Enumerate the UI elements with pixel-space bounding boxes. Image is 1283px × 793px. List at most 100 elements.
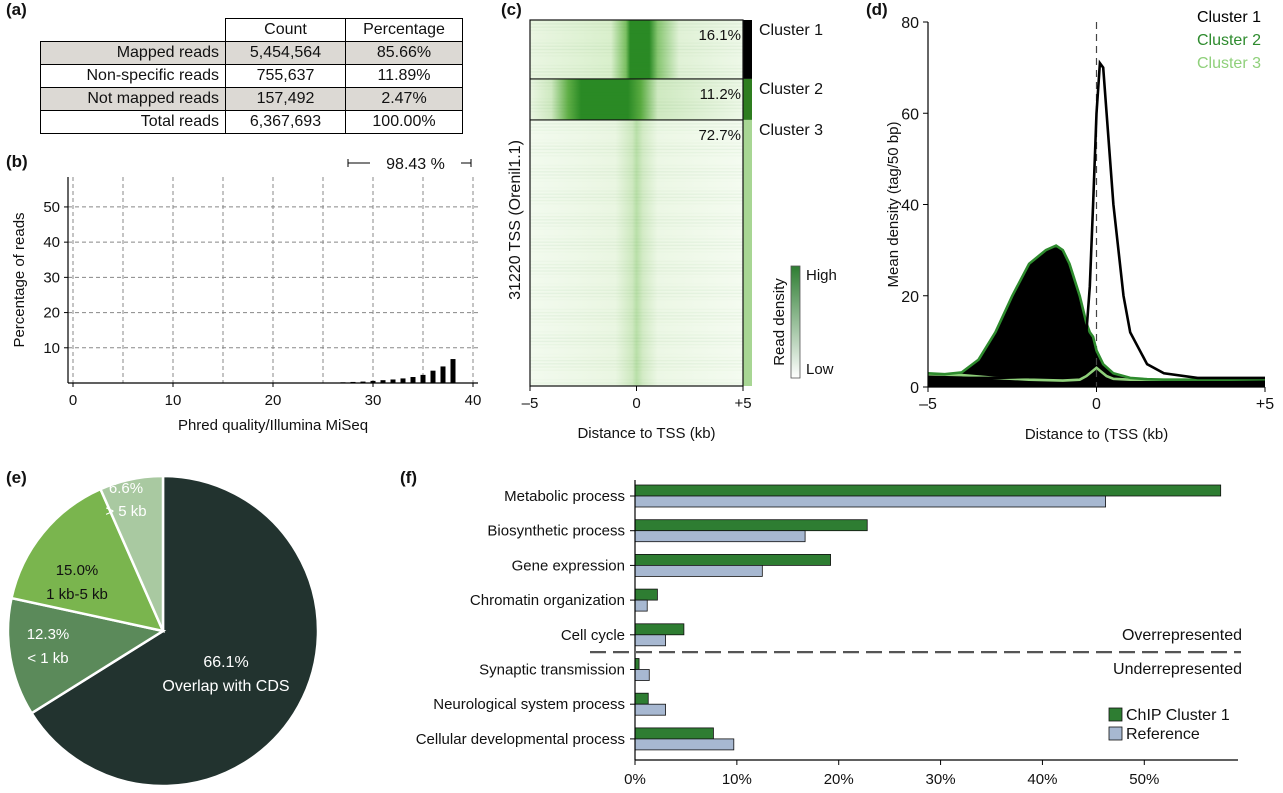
x-tick-label: 50% xyxy=(1129,771,1159,788)
heatmap-row xyxy=(530,85,743,87)
histogram-bar xyxy=(90,382,96,384)
histogram-bar xyxy=(270,382,276,384)
panel-label-e: (e) xyxy=(6,468,27,487)
cluster-percentage: 72.7% xyxy=(698,127,741,144)
heatmap-row xyxy=(530,270,743,272)
overrepresented-label: Overrepresented xyxy=(1122,627,1242,644)
row-label: Total reads xyxy=(40,110,226,134)
heatmap-row xyxy=(530,292,743,295)
heatmap-row xyxy=(530,274,743,275)
heatmap-row xyxy=(530,357,743,358)
go-bar xyxy=(634,599,648,612)
heatmap-row xyxy=(530,148,743,151)
go-bar xyxy=(634,669,650,681)
heatmap-row xyxy=(530,318,743,320)
heatmap-row xyxy=(530,114,743,115)
mapping-stats-table: Count Percentage Mapped reads 5,454,564 85… xyxy=(40,18,463,134)
heatmap-row xyxy=(530,181,743,182)
cluster-percentage: 11.2% xyxy=(700,86,741,103)
histogram-bar xyxy=(140,382,146,384)
cluster-color-bar xyxy=(743,20,752,79)
category-label: Chromatin organization xyxy=(470,592,625,609)
heatmap-row xyxy=(530,311,743,314)
histogram-bar xyxy=(300,382,306,384)
heatmap-row xyxy=(530,167,743,170)
heatmap-row xyxy=(530,104,743,106)
histogram-bar xyxy=(280,382,286,384)
heatmap-row xyxy=(530,366,743,368)
heatmap-row xyxy=(530,263,743,266)
x-tick-label: +5 xyxy=(1256,396,1274,413)
heatmap-row xyxy=(530,107,743,110)
histogram-bar xyxy=(180,382,186,384)
heatmap-row xyxy=(530,267,743,269)
row-count: 5,454,564 xyxy=(225,41,346,65)
panel-label-b: (b) xyxy=(6,152,28,171)
x-axis-title: Distance to (TSS (kb) xyxy=(1025,426,1168,443)
heatmap-row xyxy=(530,55,743,56)
table-header-count: Count xyxy=(225,18,346,42)
cluster-label: Cluster 1 xyxy=(759,22,823,39)
histogram-bar xyxy=(400,378,406,383)
heatmap-row xyxy=(530,295,743,298)
heatmap-row xyxy=(530,343,743,346)
legend-entry: ChIP Cluster 1 xyxy=(1126,707,1230,724)
y-tick-label: 60 xyxy=(901,106,919,123)
heatmap-row xyxy=(530,165,743,166)
heatmap-row xyxy=(530,162,743,163)
legend-swatch xyxy=(1108,707,1123,722)
heatmap-row xyxy=(530,235,743,236)
histogram-bar xyxy=(110,382,116,384)
x-tick-label: 30% xyxy=(926,771,956,788)
table-row: Non-specific reads 755,637 11.89% xyxy=(40,64,463,88)
y-tick-label: 30 xyxy=(43,269,60,286)
row-percentage: 2.47% xyxy=(345,87,463,111)
go-bar xyxy=(634,565,763,577)
heatmap-row xyxy=(530,151,743,154)
heatmap-row xyxy=(530,190,743,191)
heatmap-row xyxy=(530,347,743,348)
row-count: 157,492 xyxy=(225,87,346,111)
histogram-bar xyxy=(390,379,396,383)
histogram-bar xyxy=(430,370,436,383)
y-tick-label: 20 xyxy=(43,305,60,322)
heatmap-row xyxy=(530,258,743,259)
histogram-bar xyxy=(160,382,166,384)
x-tick-label: 20 xyxy=(265,392,282,409)
heatmap-row xyxy=(530,340,743,343)
heatmap-row xyxy=(530,58,743,59)
heatmap-row xyxy=(530,23,743,25)
density-area xyxy=(928,245,1265,387)
pie-slice-percentage: 66.1% xyxy=(203,654,248,671)
heatmap-row xyxy=(530,309,743,310)
go-bar xyxy=(634,495,1106,508)
heatmap-row xyxy=(530,283,743,284)
histogram-bar xyxy=(220,382,226,384)
phred-quality-histogram: 10 20 30 40 50 0 10 20 30 40 Phred quality/Illumin… xyxy=(11,156,482,434)
heatmap-cluster-block xyxy=(530,20,743,79)
go-bar xyxy=(634,692,649,705)
histogram-bar xyxy=(420,374,426,383)
x-tick-label: 40% xyxy=(1027,771,1057,788)
heatmap-row xyxy=(530,123,743,125)
colorbar xyxy=(790,265,801,379)
y-tick-label: 10 xyxy=(43,340,60,357)
table-corner xyxy=(40,18,226,42)
heatmap-row xyxy=(530,20,743,22)
y-tick-label: 40 xyxy=(43,234,60,251)
category-label: Neurological system process xyxy=(433,696,625,713)
heatmap-row xyxy=(530,145,743,147)
pie-slice xyxy=(10,487,166,633)
histogram-bar xyxy=(350,381,356,383)
heatmap-row xyxy=(530,354,743,355)
heatmap-row xyxy=(530,196,743,199)
pie-slice-percentage: 12.3% xyxy=(27,626,70,643)
histogram-bar xyxy=(380,380,386,383)
x-tick-label: 10 xyxy=(165,392,182,409)
heatmap-row xyxy=(530,206,743,207)
x-tick-label: 40 xyxy=(465,392,482,409)
heatmap-row xyxy=(530,199,743,202)
heatmap-row xyxy=(530,306,743,307)
heatmap-row xyxy=(530,238,743,239)
